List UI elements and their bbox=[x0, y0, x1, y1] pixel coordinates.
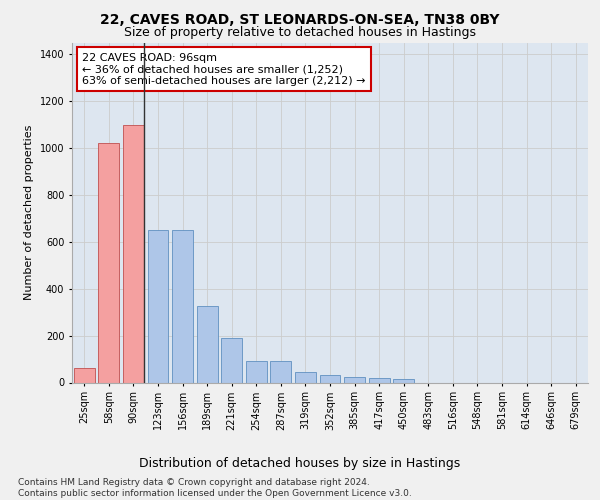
Text: Size of property relative to detached houses in Hastings: Size of property relative to detached ho… bbox=[124, 26, 476, 39]
Text: 22, CAVES ROAD, ST LEONARDS-ON-SEA, TN38 0BY: 22, CAVES ROAD, ST LEONARDS-ON-SEA, TN38… bbox=[100, 12, 500, 26]
Bar bbox=[123, 124, 144, 382]
Bar bbox=[271, 362, 292, 382]
Text: 22 CAVES ROAD: 96sqm
← 36% of detached houses are smaller (1,252)
63% of semi-de: 22 CAVES ROAD: 96sqm ← 36% of detached h… bbox=[82, 52, 366, 86]
Bar bbox=[393, 379, 414, 382]
Bar bbox=[368, 378, 389, 382]
Text: Contains HM Land Registry data © Crown copyright and database right 2024.
Contai: Contains HM Land Registry data © Crown c… bbox=[18, 478, 412, 498]
Bar bbox=[98, 144, 119, 382]
Bar bbox=[221, 338, 242, 382]
Bar bbox=[246, 362, 267, 382]
Bar bbox=[148, 230, 169, 382]
Text: Distribution of detached houses by size in Hastings: Distribution of detached houses by size … bbox=[139, 458, 461, 470]
Y-axis label: Number of detached properties: Number of detached properties bbox=[24, 125, 34, 300]
Bar bbox=[197, 306, 218, 382]
Bar bbox=[344, 376, 365, 382]
Bar bbox=[320, 376, 340, 382]
Bar bbox=[172, 230, 193, 382]
Bar bbox=[74, 368, 95, 382]
Bar bbox=[295, 372, 316, 382]
